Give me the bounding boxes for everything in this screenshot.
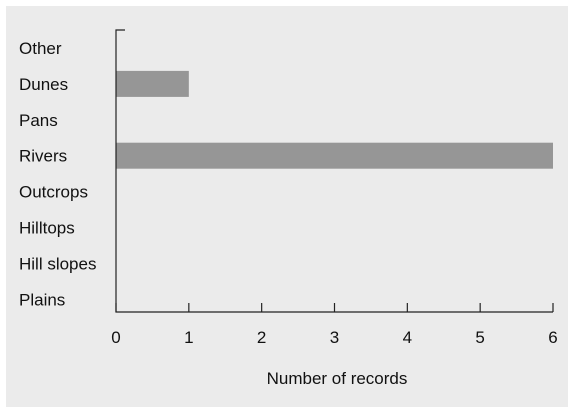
category-label: Pans <box>19 111 58 130</box>
bar-rivers <box>116 142 553 169</box>
category-label: Other <box>19 39 62 58</box>
bar-dunes <box>116 70 189 97</box>
x-tick-label: 4 <box>403 328 412 347</box>
category-label: Rivers <box>19 147 67 166</box>
category-labels: Other Dunes Pans Rivers Outcrops Hilltops Hill… <box>19 39 96 309</box>
category-label: Dunes <box>19 75 68 94</box>
chart-panel <box>6 6 568 407</box>
x-axis-title: Number of records <box>267 369 408 388</box>
category-label: Hilltops <box>19 219 75 238</box>
x-tick-label: 1 <box>184 328 193 347</box>
x-tick-label: 5 <box>475 328 484 347</box>
category-label: Hill slopes <box>19 254 96 273</box>
x-tick-label: 3 <box>330 328 339 347</box>
bars <box>116 70 553 169</box>
x-axis-ticks: 0 1 2 3 4 5 6 <box>111 303 558 347</box>
category-label: Outcrops <box>19 183 88 202</box>
x-tick-label: 0 <box>111 328 120 347</box>
x-tick-label: 6 <box>548 328 557 347</box>
category-label: Plains <box>19 290 65 309</box>
x-tick-label: 2 <box>257 328 266 347</box>
